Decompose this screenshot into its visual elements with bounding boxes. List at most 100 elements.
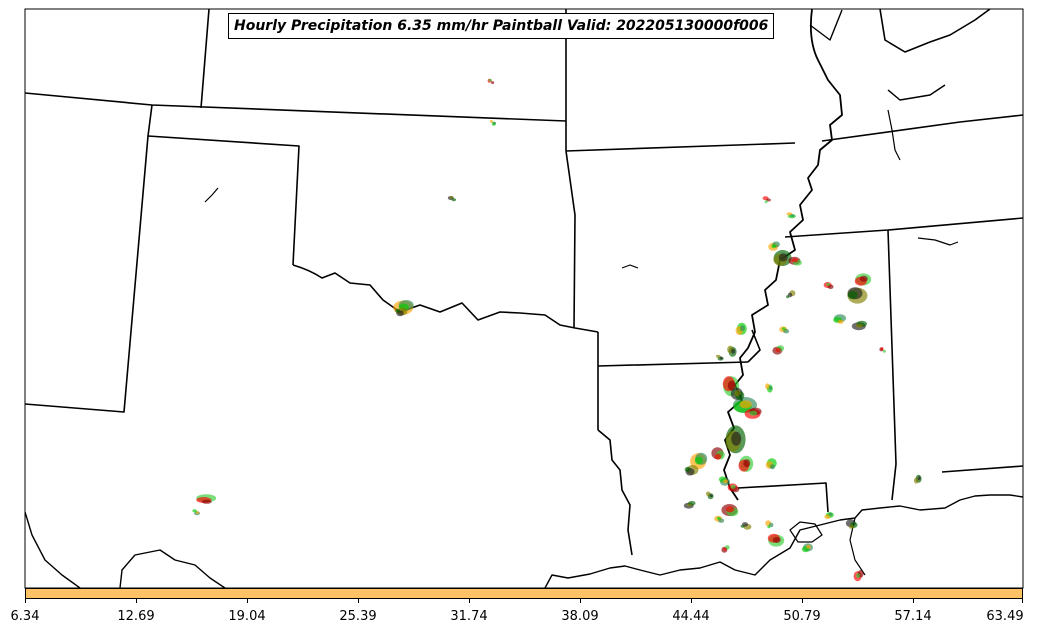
precipitation-blob <box>859 275 868 282</box>
missouri-river <box>809 9 946 101</box>
precipitation-blob <box>786 212 793 216</box>
colorbar-tick-mark <box>247 599 248 603</box>
precipitation-blob <box>765 383 770 390</box>
state-border-ar-ms <box>747 329 761 363</box>
colorbar-tick-mark <box>25 599 26 603</box>
precipitation-blob <box>856 573 861 579</box>
colorbar-tick-label: 31.74 <box>450 609 488 624</box>
colorbar-tick-label: 19.04 <box>228 609 266 624</box>
precipitation-blob <box>451 198 457 202</box>
lake-co <box>204 187 219 203</box>
colorbar-tick-label: 25.39 <box>339 609 377 624</box>
state-border-ok-ar <box>565 150 576 329</box>
colorbar-tick-label: 44.44 <box>672 609 710 624</box>
precipitation-blob <box>826 282 831 286</box>
colorbar <box>25 588 1023 599</box>
precipitation-blob <box>395 308 401 313</box>
precipitation-blob <box>768 386 772 390</box>
precipitation-blob <box>824 514 831 520</box>
precipitation-blob <box>201 499 212 504</box>
precipitation-blob <box>781 327 786 331</box>
precipitation-blob <box>686 503 692 507</box>
precipitation-blob <box>491 81 495 85</box>
precipitation-blob <box>730 484 736 489</box>
state-border-co-ks-nm <box>25 92 567 413</box>
precipitation-blob <box>723 479 729 484</box>
mobile-bay <box>849 517 866 576</box>
colorbar-tick-label: 50.79 <box>783 609 821 624</box>
lake-al <box>917 237 959 246</box>
precipitation-blob <box>913 477 919 484</box>
colorbar-tick-mark <box>1022 599 1023 603</box>
precipitation-blob <box>767 525 771 529</box>
precipitation-blob <box>715 354 721 358</box>
precipitation-blob <box>709 494 713 498</box>
precipitation-blob <box>705 491 711 497</box>
precipitation-blob <box>731 431 742 446</box>
precipitation-blob <box>719 356 723 360</box>
colorbar-tick-mark <box>358 599 359 603</box>
colorbar-tick-mark <box>691 599 692 603</box>
colorbar-tick-mark <box>580 599 581 603</box>
colorbar-tick-label: 63.49 <box>986 609 1024 624</box>
precipitation-blob <box>734 390 741 397</box>
precipitation-blob <box>749 410 758 416</box>
state-border-ky-tn <box>821 114 1023 142</box>
precipitation-blob <box>806 544 812 549</box>
pontchartrain-lake <box>789 521 823 543</box>
colorbar-tick-label: 12.69 <box>117 609 155 624</box>
tennessee-river <box>887 109 901 161</box>
precipitation-blob <box>778 253 788 262</box>
precipitation-blob <box>740 524 745 528</box>
colorbar-tick-mark <box>802 599 803 603</box>
state-border-tx-la-sabine <box>597 429 633 556</box>
precipitation-blob <box>848 524 854 529</box>
precipitation-blob <box>775 348 781 352</box>
precipitation-blob <box>488 78 492 82</box>
colorbar-tick-mark <box>913 599 914 603</box>
precipitation-blob <box>727 380 736 391</box>
state-border-ok-tx-red-river <box>292 264 599 333</box>
map-title: Hourly Precipitation 6.35 mm/hr Paintbal… <box>228 13 775 39</box>
gulf-coastline <box>25 494 1023 588</box>
precipitation-blob <box>723 547 727 551</box>
state-border-al-fl <box>941 465 1023 473</box>
precipitation-blob <box>855 323 863 328</box>
precipitation-blob <box>716 516 721 520</box>
precipitation-blob <box>489 119 493 123</box>
colorbar-tick-label: 38.09 <box>561 609 599 624</box>
precipitation-blob <box>694 456 703 465</box>
precipitation-blob <box>731 348 736 354</box>
precipitation-blob <box>684 466 691 472</box>
map-frame <box>24 8 1024 589</box>
state-border-il-ky <box>879 9 991 53</box>
precipitation-blob <box>880 347 884 351</box>
precipitation-blob <box>837 319 844 324</box>
precipitation-blob <box>196 511 200 515</box>
precipitation-blob <box>882 349 886 353</box>
precipitation-blob <box>739 325 745 332</box>
precipitation-blob <box>715 453 721 460</box>
precipitation-blob <box>828 512 833 516</box>
state-border-mo-ar <box>565 142 796 152</box>
precipitation-blob <box>771 244 777 249</box>
precipitation-blob <box>492 121 496 125</box>
colorbar-tick-mark <box>136 599 137 603</box>
precipitation-blob <box>726 506 734 513</box>
lake-ar <box>621 264 639 269</box>
precipitation-blob <box>764 200 768 204</box>
state-border-la-ms <box>737 482 829 513</box>
precipitation-blob <box>766 198 771 202</box>
precipitation-blob <box>772 537 781 543</box>
precipitation-blobs <box>192 78 922 582</box>
precipitation-blob <box>790 214 795 218</box>
precipitation-blob <box>769 464 775 470</box>
colorbar-tick-label: 6.34 <box>10 609 40 624</box>
colorbar-tick-mark <box>469 599 470 603</box>
precipitation-blob <box>192 509 197 513</box>
colorbar-tick-label: 57.14 <box>894 609 932 624</box>
precipitation-blob <box>847 291 858 299</box>
precipitation-blob <box>917 476 921 481</box>
precipitation-blob <box>786 295 790 299</box>
